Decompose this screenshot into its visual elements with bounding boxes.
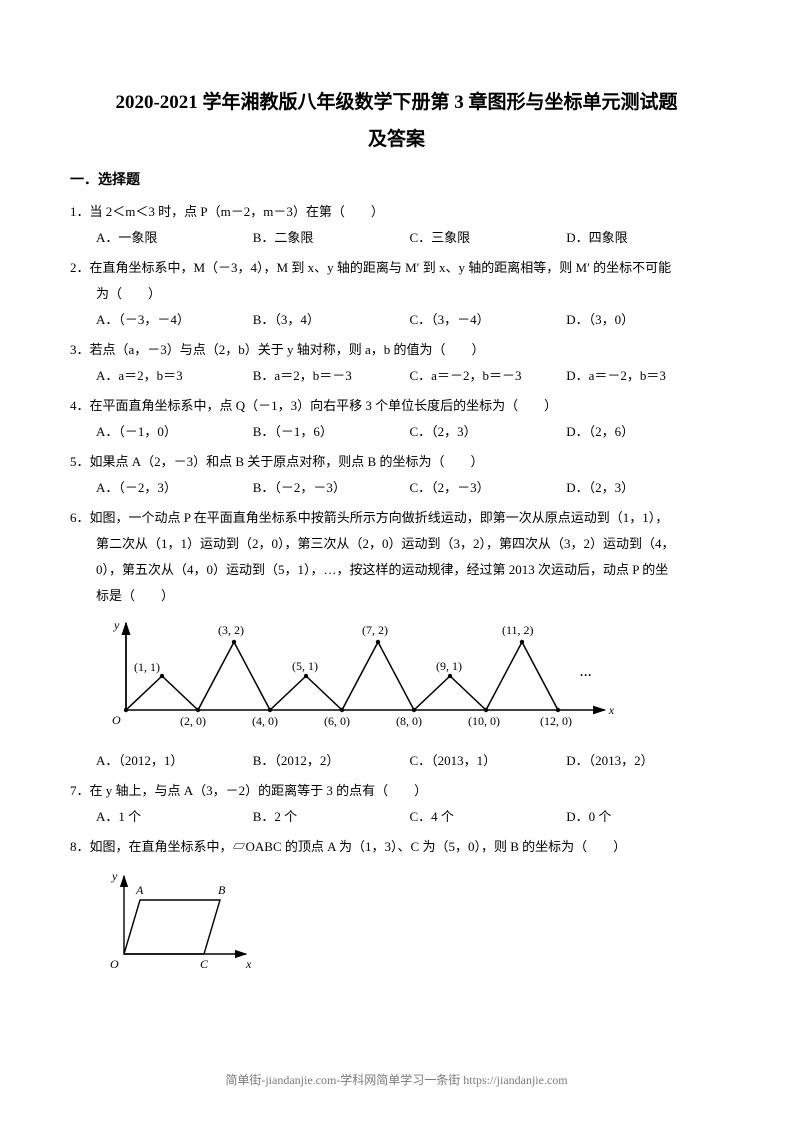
- question-2: 2．在直角坐标系中，M（－3，4），M 到 x、y 轴的距离与 M′ 到 x、y…: [70, 255, 723, 333]
- question-4: 4．在平面直角坐标系中，点 Q（－1，3）向右平移 3 个单位长度后的坐标为（ …: [70, 393, 723, 445]
- svg-text:(1, 1): (1, 1): [134, 660, 160, 674]
- svg-text:(7, 2): (7, 2): [362, 623, 388, 637]
- option: D．四象限: [566, 225, 723, 251]
- option: C．三象限: [410, 225, 567, 251]
- option: D．（2，6）: [566, 419, 723, 445]
- question-6-options: A．（2012，1） B．（2012，2） C．（2013，1） D．（2013…: [70, 748, 723, 774]
- svg-text:(9, 1): (9, 1): [436, 659, 462, 673]
- svg-text:B: B: [218, 883, 226, 897]
- svg-text:…: …: [580, 665, 592, 679]
- option: A．一象限: [96, 225, 253, 251]
- option: B．（－1，6）: [253, 419, 410, 445]
- question-6-figure: y x O (1, 1) (3, 2) (5, 1) (7, 2) (9, 1) (11, 2)…: [96, 615, 723, 744]
- option: C．（3，－4）: [410, 307, 567, 333]
- svg-text:x: x: [245, 957, 252, 971]
- option: C．4 个: [410, 804, 567, 830]
- svg-text:(5, 1): (5, 1): [292, 659, 318, 673]
- option: D．a＝－2，b＝3: [566, 363, 723, 389]
- svg-text:(6, 0): (6, 0): [324, 714, 350, 728]
- option: C．a＝－2，b＝－3: [410, 363, 567, 389]
- option: D．（2，3）: [566, 475, 723, 501]
- question-6: 6．如图，一个动点 P 在平面直角坐标系中按箭头所示方向做折线运动，即第一次从原…: [70, 505, 723, 774]
- question-1-options: A．一象限 B．二象限 C．三象限 D．四象限: [70, 225, 723, 251]
- option: C．（2，3）: [410, 419, 567, 445]
- option: B．2 个: [253, 804, 410, 830]
- question-3: 3．若点（a，－3）与点（2，b）关于 y 轴对称，则 a，b 的值为（ ） A…: [70, 337, 723, 389]
- svg-text:x: x: [608, 703, 615, 717]
- question-6-cont-3: 标是（ ）: [70, 583, 723, 609]
- svg-text:(8, 0): (8, 0): [396, 714, 422, 728]
- svg-text:(3, 2): (3, 2): [218, 623, 244, 637]
- svg-text:A: A: [135, 883, 144, 897]
- option: A．（－2，3）: [96, 475, 253, 501]
- page-title-line2: 及答案: [70, 124, 723, 151]
- option: D．0 个: [566, 804, 723, 830]
- question-3-stem: 3．若点（a，－3）与点（2，b）关于 y 轴对称，则 a，b 的值为（ ）: [70, 337, 723, 363]
- svg-text:(2, 0): (2, 0): [180, 714, 206, 728]
- svg-text:(4, 0): (4, 0): [252, 714, 278, 728]
- question-2-cont: 为（ ）: [70, 281, 723, 307]
- option: C．（2013，1）: [410, 748, 567, 774]
- svg-text:O: O: [112, 713, 121, 727]
- option: A．（－1，0）: [96, 419, 253, 445]
- svg-text:O: O: [110, 957, 119, 971]
- option: A．1 个: [96, 804, 253, 830]
- option: A．a＝2，b＝3: [96, 363, 253, 389]
- question-7: 7．在 y 轴上，与点 A（3，－2）的距离等于 3 的点有（ ） A．1 个 …: [70, 778, 723, 830]
- question-2-options: A．（－3，－4） B．（3，4） C．（3，－4） D．（3，0）: [70, 307, 723, 333]
- parallelogram-chart: y x A B C O: [96, 866, 256, 976]
- question-1: 1．当 2＜m＜3 时，点 P（m－2，m－3）在第（ ） A．一象限 B．二象…: [70, 199, 723, 251]
- section-heading: 一．选择题: [70, 169, 723, 189]
- question-2-stem: 2．在直角坐标系中，M（－3，4），M 到 x、y 轴的距离与 M′ 到 x、y…: [70, 255, 723, 281]
- svg-text:(10, 0): (10, 0): [468, 714, 500, 728]
- option: A．（2012，1）: [96, 748, 253, 774]
- option: A．（－3，－4）: [96, 307, 253, 333]
- page-footer: 简单街-jiandanjie.com-学科网简单学习一条街 https://ji…: [0, 1071, 793, 1088]
- question-8: 8．如图，在直角坐标系中，▱OABC 的顶点 A 为（1，3）、C 为（5，0）…: [70, 834, 723, 985]
- svg-text:y: y: [113, 618, 120, 632]
- zigzag-chart: y x O (1, 1) (3, 2) (5, 1) (7, 2) (9, 1) (11, 2)…: [96, 615, 616, 735]
- question-1-stem: 1．当 2＜m＜3 时，点 P（m－2，m－3）在第（ ）: [70, 199, 723, 225]
- question-3-options: A．a＝2，b＝3 B．a＝2，b＝－3 C．a＝－2，b＝－3 D．a＝－2，…: [70, 363, 723, 389]
- svg-text:(11, 2): (11, 2): [502, 623, 534, 637]
- question-7-options: A．1 个 B．2 个 C．4 个 D．0 个: [70, 804, 723, 830]
- question-5-stem: 5．如果点 A（2，－3）和点 B 关于原点对称，则点 B 的坐标为（ ）: [70, 449, 723, 475]
- question-8-figure: y x A B C O: [96, 866, 723, 985]
- option: B．二象限: [253, 225, 410, 251]
- question-6-stem: 6．如图，一个动点 P 在平面直角坐标系中按箭头所示方向做折线运动，即第一次从原…: [70, 505, 723, 531]
- question-8-stem: 8．如图，在直角坐标系中，▱OABC 的顶点 A 为（1，3）、C 为（5，0）…: [70, 834, 723, 860]
- option: D．（2013，2）: [566, 748, 723, 774]
- question-7-stem: 7．在 y 轴上，与点 A（3，－2）的距离等于 3 的点有（ ）: [70, 778, 723, 804]
- question-6-cont-1: 第二次从（1，1）运动到（2，0），第三次从（2，0）运动到（3，2），第四次从…: [70, 531, 723, 557]
- question-4-stem: 4．在平面直角坐标系中，点 Q（－1，3）向右平移 3 个单位长度后的坐标为（ …: [70, 393, 723, 419]
- svg-text:y: y: [111, 869, 118, 883]
- option: B．（2012，2）: [253, 748, 410, 774]
- option: B．（－2，－3）: [253, 475, 410, 501]
- option: B．a＝2，b＝－3: [253, 363, 410, 389]
- page-title-line1: 2020-2021 学年湘教版八年级数学下册第 3 章图形与坐标单元测试题: [70, 88, 723, 118]
- svg-text:C: C: [200, 957, 209, 971]
- option: D．（3，0）: [566, 307, 723, 333]
- question-4-options: A．（－1，0） B．（－1，6） C．（2，3） D．（2，6）: [70, 419, 723, 445]
- question-5-options: A．（－2，3） B．（－2，－3） C．（2，－3） D．（2，3）: [70, 475, 723, 501]
- question-5: 5．如果点 A（2，－3）和点 B 关于原点对称，则点 B 的坐标为（ ） A．…: [70, 449, 723, 501]
- svg-text:(12, 0): (12, 0): [540, 714, 572, 728]
- option: B．（3，4）: [253, 307, 410, 333]
- question-6-cont-2: 0），第五次从（4，0）运动到（5，1），…，按这样的运动规律，经过第 2013…: [70, 557, 723, 583]
- option: C．（2，－3）: [410, 475, 567, 501]
